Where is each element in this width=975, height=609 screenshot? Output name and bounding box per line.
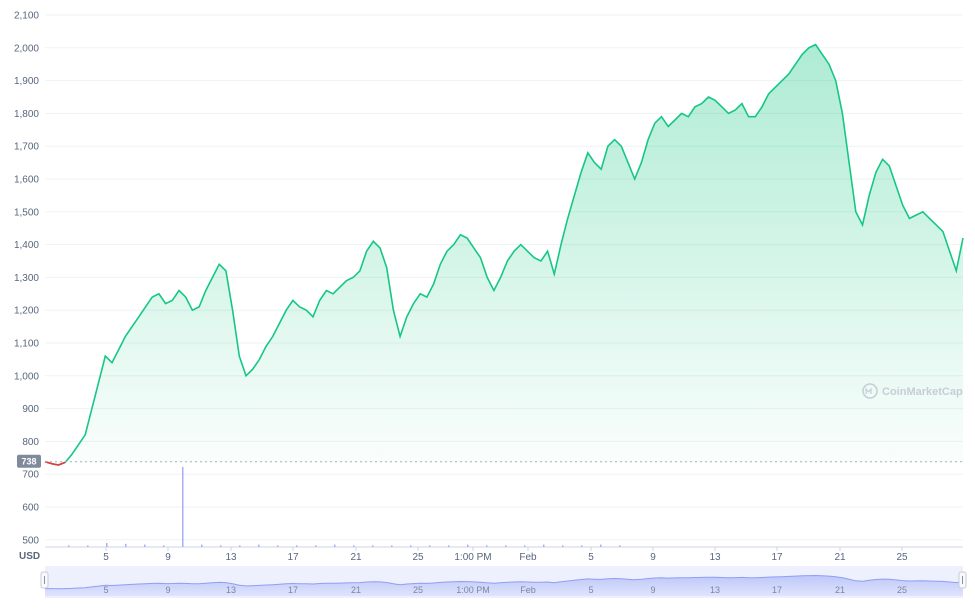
y-tick-label: 1,200 xyxy=(14,306,39,317)
coinmarketcap-logo-mark xyxy=(865,387,872,394)
x-tick-label: 5 xyxy=(588,552,594,563)
navigator-tick-label: 9 xyxy=(650,585,655,595)
x-tick-label: 17 xyxy=(287,552,299,563)
range-navigator[interactable]: 5 9 13 17 21 25 1:00 PM Feb 5 9 13 17 21 25 xyxy=(40,566,967,598)
volume-bar xyxy=(201,544,203,547)
navigator-tick-label: 17 xyxy=(772,585,782,595)
x-tick-label: 13 xyxy=(225,552,237,563)
navigator-tick-label: 5 xyxy=(103,585,108,595)
volume-bar xyxy=(600,544,602,547)
watermark-text: CoinMarketCap xyxy=(882,386,963,398)
y-tick-label: 700 xyxy=(22,470,39,481)
y-tick-label: 1,600 xyxy=(14,175,39,186)
y-tick-label: 2,000 xyxy=(14,43,39,54)
y-tick-label: 1,400 xyxy=(14,240,39,251)
x-tick-label: 25 xyxy=(896,552,908,563)
volume-bar xyxy=(372,545,374,547)
navigator-tick-label: 17 xyxy=(288,585,298,595)
currency-label: USD xyxy=(19,551,40,562)
volume-bar xyxy=(87,545,89,547)
y-tick-label: 600 xyxy=(22,503,39,514)
navigator-tick-label: Feb xyxy=(520,585,536,595)
volume-bar xyxy=(524,545,526,547)
volume-bars xyxy=(68,467,621,547)
price-line-start xyxy=(44,460,66,466)
navigator-tick-label: 13 xyxy=(710,585,720,595)
current-price-label: 738 xyxy=(21,457,36,467)
volume-bar xyxy=(106,543,108,547)
navigator-tick-label: 13 xyxy=(226,585,236,595)
volume-bar xyxy=(239,545,241,547)
y-tick-label: 2,100 xyxy=(14,11,39,22)
x-axis: 5 9 13 17 21 25 1:00 PM Feb 5 9 13 17 21 25 xyxy=(103,547,908,563)
volume-bar xyxy=(448,545,450,547)
y-tick-label: 1,500 xyxy=(14,207,39,218)
x-tick-label: 1:00 PM xyxy=(454,552,491,563)
x-tick-label: 13 xyxy=(709,552,721,563)
y-tick-label: 1,100 xyxy=(14,339,39,350)
volume-bar xyxy=(391,545,393,547)
volume-bar xyxy=(220,545,222,547)
volume-bar xyxy=(258,544,260,547)
navigator-tick-label: 21 xyxy=(351,585,361,595)
y-tick-label: 500 xyxy=(22,535,39,546)
volume-bar xyxy=(315,545,317,547)
volume-bar xyxy=(429,545,431,547)
y-tick-label: 900 xyxy=(22,404,39,415)
y-tick-label: 1,700 xyxy=(14,142,39,153)
navigator-tick-label: 25 xyxy=(413,585,423,595)
navigator-area xyxy=(45,575,963,596)
watermark: CoinMarketCap xyxy=(862,383,963,399)
volume-bar xyxy=(486,545,488,547)
navigator-line xyxy=(45,574,964,590)
y-tick-label: 1,900 xyxy=(14,76,39,87)
navigator-tick-label: 1:00 PM xyxy=(456,585,490,595)
x-tick-label: 17 xyxy=(771,552,783,563)
x-tick-label: 5 xyxy=(103,552,109,563)
volume-bar xyxy=(296,545,298,547)
volume-bar xyxy=(163,545,165,547)
volume-bar xyxy=(581,545,583,547)
navigator-tick-label: 5 xyxy=(588,585,593,595)
volume-bar xyxy=(277,545,279,547)
x-tick-label: 9 xyxy=(165,552,171,563)
price-line xyxy=(44,43,964,466)
volume-bar xyxy=(125,543,127,547)
y-axis: 2,100 2,000 1,900 1,800 1,700 1,600 1,500 1,400… xyxy=(14,11,39,547)
y-tick-label: 1,000 xyxy=(14,371,39,382)
x-tick-label: 21 xyxy=(350,552,362,563)
volume-bar xyxy=(334,544,336,547)
navigator-left-handle[interactable] xyxy=(40,571,49,589)
current-price-marker xyxy=(17,454,41,468)
navigator-right-handle[interactable] xyxy=(958,571,967,589)
x-tick-label: 9 xyxy=(650,552,656,563)
volume-bar xyxy=(144,544,146,547)
volume-bar xyxy=(353,545,355,547)
volume-bar xyxy=(543,544,545,547)
x-tick-label: 21 xyxy=(834,552,846,563)
volume-bar xyxy=(410,545,412,547)
volume-bar xyxy=(68,545,70,547)
y-tick-label: 1,800 xyxy=(14,109,39,120)
navigator-tick-label: 25 xyxy=(897,585,907,595)
price-area xyxy=(45,44,963,465)
volume-bar xyxy=(182,467,184,547)
y-tick-label: 1,300 xyxy=(14,273,39,284)
x-tick-label: 25 xyxy=(412,552,424,563)
y-tick-label: 800 xyxy=(22,437,39,448)
navigator-tick-label: 21 xyxy=(835,585,845,595)
volume-bar xyxy=(619,545,621,547)
navigator-tick-label: 9 xyxy=(165,585,170,595)
navigator-ticks: 5 9 13 17 21 25 1:00 PM Feb 5 9 13 17 21 25 xyxy=(103,585,907,595)
coinmarketcap-logo-icon xyxy=(862,383,878,399)
volume-bar xyxy=(467,544,469,547)
volume-bar xyxy=(562,545,564,547)
x-tick-label: Feb xyxy=(519,552,537,563)
volume-bar xyxy=(505,545,507,547)
